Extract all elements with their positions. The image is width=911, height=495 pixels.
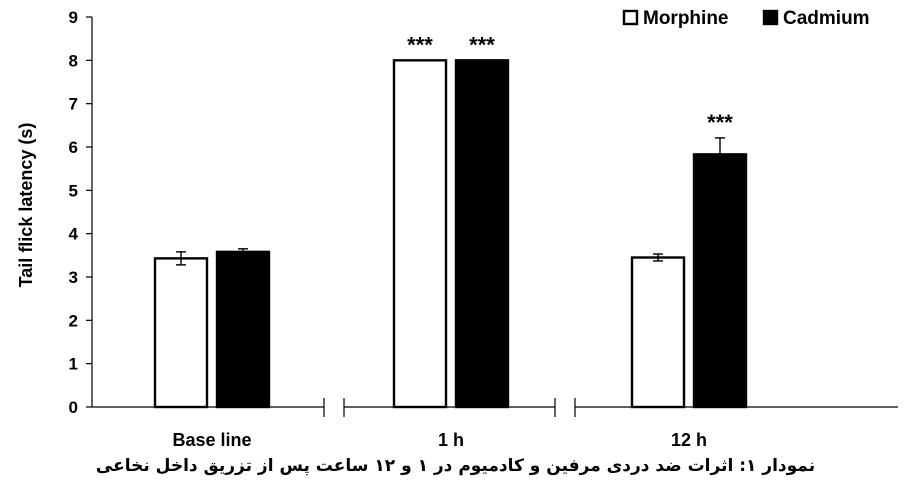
- bar-morphine: [392, 59, 448, 409]
- y-tick-label: 3: [69, 268, 78, 287]
- y-tick-label: 9: [69, 8, 78, 27]
- y-axis-ticks: 0 1 2 3 4 5 6 7 8 9: [69, 8, 92, 417]
- error-bar: [238, 248, 248, 256]
- figure-caption: نمودار ۱: اثرات ضد دردی مرفین و کادمیوم …: [95, 456, 816, 476]
- significance-marker: ***: [407, 32, 433, 57]
- significance-marker: ***: [707, 110, 733, 135]
- error-bar: [653, 253, 663, 262]
- legend-label: Cadmium: [783, 8, 870, 29]
- legend-swatch-morphine: [622, 9, 639, 26]
- error-bar: [715, 137, 725, 172]
- y-axis-label: Tail flick latency (s): [16, 123, 36, 288]
- legend: Morphine Cadmium: [622, 8, 870, 29]
- bar-morphine: [153, 257, 209, 409]
- x-tick-label: Base line: [172, 430, 251, 450]
- x-tick-label: 1 h: [438, 430, 464, 450]
- y-tick-label: 8: [69, 51, 78, 70]
- y-tick-label: 7: [69, 95, 78, 114]
- y-tick-label: 0: [69, 398, 78, 417]
- y-tick-label: 5: [69, 181, 78, 200]
- y-tick-label: 1: [69, 355, 78, 374]
- bar-morphine: [630, 256, 686, 409]
- x-tick-label: 12 h: [671, 430, 707, 450]
- y-tick-label: 2: [69, 311, 78, 330]
- bar-cadmium: [454, 59, 510, 409]
- axes: Base line 1 h 12 h: [91, 17, 898, 450]
- legend-swatch-cadmium: [762, 9, 779, 26]
- y-tick-label: 4: [69, 225, 79, 244]
- significance-marker: ***: [469, 32, 495, 57]
- legend-label: Morphine: [643, 8, 729, 29]
- error-bar: [176, 251, 186, 266]
- y-tick-label: 6: [69, 138, 78, 157]
- bar-cadmium: [692, 153, 748, 409]
- bar-cadmium: [215, 250, 271, 409]
- bars: *** *** ***: [153, 32, 748, 409]
